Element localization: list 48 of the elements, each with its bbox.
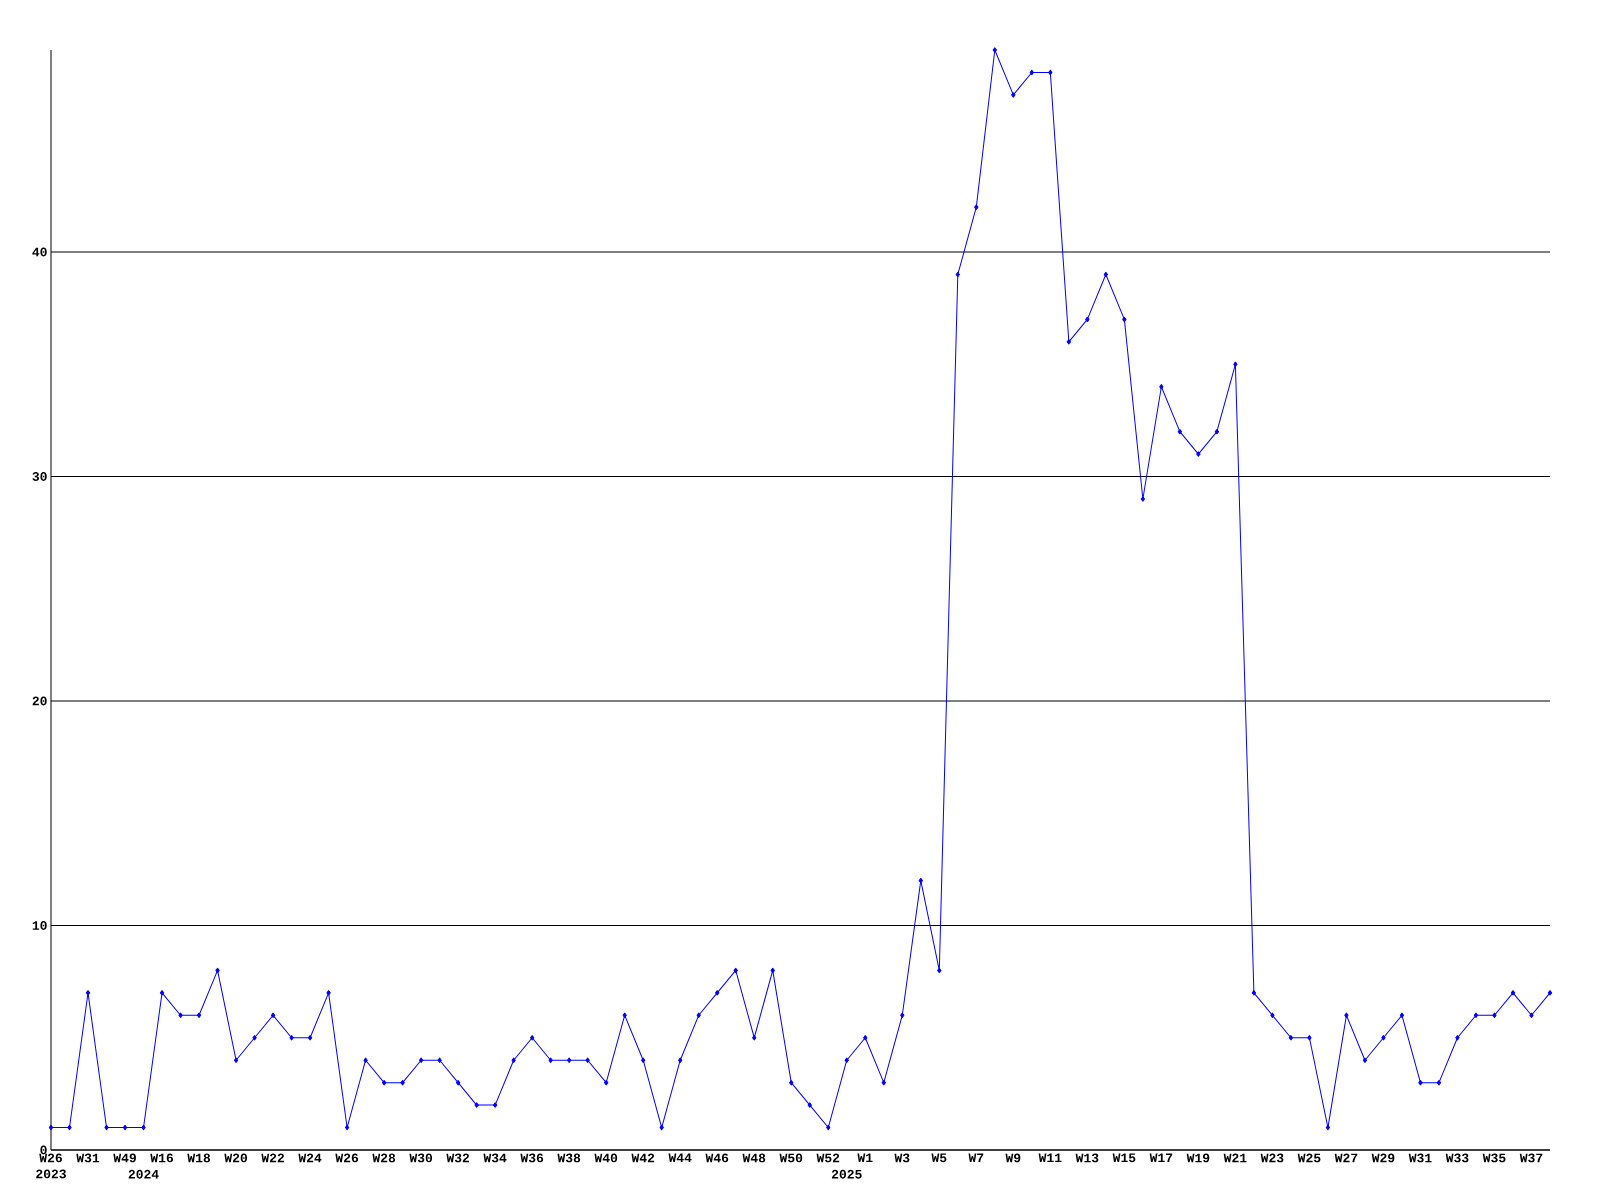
x-tick-label: W38 [557, 1153, 581, 1163]
x-tick-label: W19 [1186, 1153, 1210, 1163]
x-tick-label: W1 [857, 1153, 873, 1163]
x-tick-label: W36 [520, 1153, 544, 1163]
x-tick-label: W44 [668, 1153, 692, 1163]
x-tick-label: W31 [76, 1153, 100, 1163]
x-tick-label: W30 [409, 1153, 433, 1163]
y-tick-label: 10 [32, 921, 47, 930]
x-tick-label: W7 [968, 1153, 984, 1163]
x-tick-label: W26 2023 [36, 1153, 66, 1179]
x-tick-label: W18 [187, 1153, 211, 1163]
x-tick-label: W13 [1075, 1153, 1099, 1163]
x-tick-label: W23 [1260, 1153, 1284, 1163]
x-tick-label: W31 [1408, 1153, 1432, 1163]
x-tick-label: W42 [631, 1153, 655, 1163]
x-tick-label: W21 [1223, 1153, 1247, 1163]
x-tick-label: W40 [594, 1153, 618, 1163]
x-tick-label: W16 [150, 1153, 174, 1163]
x-tick-label: W20 [224, 1153, 248, 1163]
x-tick-label: W3 [894, 1153, 910, 1163]
x-tick-label: W28 [372, 1153, 396, 1163]
x-tick-label: W22 [261, 1153, 285, 1163]
x-tick-label: W25 [1297, 1153, 1321, 1163]
x-tick-label: W24 [298, 1153, 322, 1163]
x-tick-label: W15 [1112, 1153, 1136, 1163]
x-tick-label: W11 [1038, 1153, 1062, 1163]
x-tick-label: 2024 [128, 1169, 159, 1179]
x-tick-label: W52 [816, 1153, 840, 1163]
x-tick-label: W27 [1334, 1153, 1358, 1163]
x-tick-label: W33 [1445, 1153, 1469, 1163]
y-tick-label: 20 [32, 696, 47, 706]
y-tick-label: 40 [32, 247, 47, 257]
x-tick-label: W26 [335, 1153, 359, 1163]
x-tick-label: W5 [931, 1153, 947, 1163]
x-tick-label: W29 [1371, 1153, 1395, 1163]
x-tick-label: W32 [446, 1153, 470, 1163]
x-tick-label: W34 [483, 1153, 507, 1163]
x-tick-label: W35 [1482, 1153, 1506, 1163]
y-tick-label: 0 [40, 1145, 47, 1155]
x-tick-label: W37 [1519, 1153, 1543, 1163]
x-tick-label: W46 [705, 1153, 729, 1163]
x-tick-label: W49 [113, 1153, 136, 1163]
x-tick-label: W9 [1005, 1153, 1021, 1163]
x-tick-label: W48 [742, 1153, 766, 1163]
x-tick-label: 2025 [831, 1169, 862, 1179]
x-tick-label: W17 [1149, 1153, 1173, 1163]
y-tick-label: 30 [32, 472, 47, 481]
x-tick-label: W50 [779, 1153, 803, 1163]
